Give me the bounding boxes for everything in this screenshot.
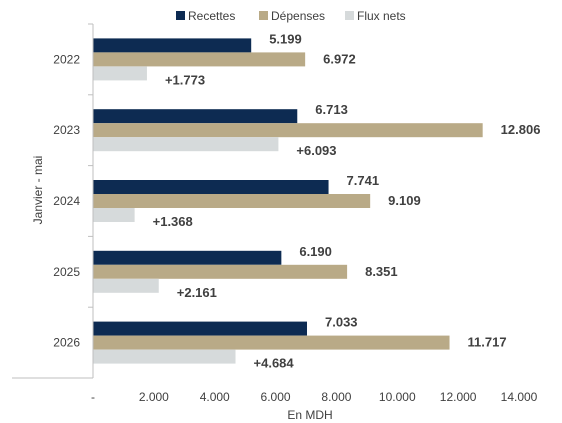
y-tick-label-2024: 2024 [53,194,80,208]
bar-2022-depenses [93,52,306,67]
bar-2024-depenses [93,194,371,208]
x-tick-label-8000: 8.000 [321,390,351,404]
data-labels: 5.199 6.972 +1.773 6.713 12.806 +6.093 7.741 9.… [153,31,541,370]
y-tick-label-2025: 2025 [53,265,80,279]
data-label-2023-recettes: 6.713 [315,102,348,117]
bar-2023-recettes [93,109,298,124]
x-tick-label-0: - [91,390,95,404]
data-label-2024-recettes: 7.741 [347,173,380,188]
axes: 2022 2023 2024 2025 2026 - 2.000 4.000 6.000 8.00… [12,23,538,404]
data-label-2024-depenses: 9.109 [388,193,421,208]
data-label-2026-flux-nets: +4.684 [254,356,295,371]
bar-2025-depenses [93,264,348,279]
x-tick-label-14000: 14.000 [501,390,538,404]
legend-swatch-depenses [259,11,268,20]
bar-2026-flux-nets [93,349,236,364]
data-label-2023-flux-nets: +6.093 [296,143,336,158]
bar-2026-depenses [93,335,450,350]
legend-swatch-recettes [176,11,185,20]
data-label-2022-recettes: 5.199 [269,31,302,46]
bars [93,38,483,364]
legend-swatch-flux-nets [345,11,354,20]
bar-2026-recettes [93,321,308,336]
x-tick-label-12000: 12.000 [440,390,477,404]
bar-2023-flux-nets [93,137,279,152]
x-tick-label-10000: 10.000 [379,390,416,404]
data-label-2026-recettes: 7.033 [325,315,358,330]
bar-2022-recettes [93,38,252,53]
legend-label-recettes: Recettes [188,9,235,23]
legend-label-depenses: Dépenses [271,9,325,23]
y-axis-title: Janvier - mai [31,156,45,225]
y-tick-label-2026: 2026 [53,336,80,350]
x-tick-label-6000: 6.000 [261,390,291,404]
legend-label-flux-nets: Flux nets [357,9,406,23]
bar-2023-depenses [93,123,483,138]
bar-2024-recettes [93,180,329,194]
data-label-2024-flux-nets: +1.368 [153,214,193,229]
bar-2025-recettes [93,250,282,265]
data-label-2025-depenses: 8.351 [365,264,398,279]
bar-2025-flux-nets [93,278,159,293]
data-label-2022-flux-nets: +1.773 [165,72,205,87]
data-label-2023-depenses: 12.806 [501,122,541,137]
y-tick-label-2023: 2023 [53,123,80,137]
legend: Recettes Dépenses Flux nets [176,9,406,23]
bar-2024-flux-nets [93,208,135,222]
x-axis-title: En MDH [287,408,332,422]
y-tick-label-2022: 2022 [53,52,80,66]
bar-2022-flux-nets [93,66,147,81]
data-label-2026-depenses: 11.717 [468,335,507,350]
x-tick-label-2000: 2.000 [139,390,169,404]
data-label-2025-recettes: 6.190 [299,244,332,259]
data-label-2025-flux-nets: +2.161 [177,285,217,300]
x-tick-label-4000: 4.000 [200,390,230,404]
data-label-2022-depenses: 6.972 [323,51,356,66]
